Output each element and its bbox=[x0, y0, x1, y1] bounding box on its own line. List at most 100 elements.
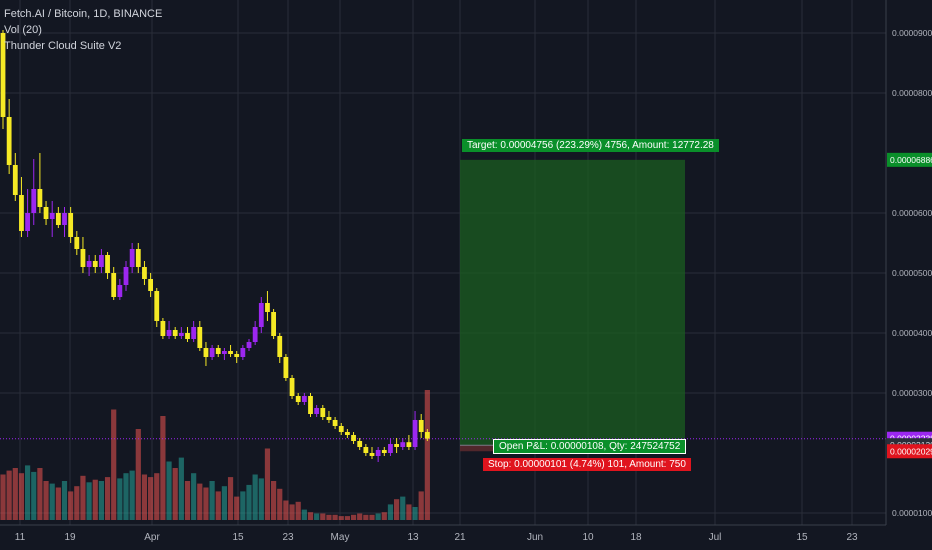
volume-bar bbox=[80, 475, 86, 520]
target-label[interactable]: Target: 0.00004756 (223.29%) 4756, Amoun… bbox=[462, 139, 719, 152]
volume-bar bbox=[55, 487, 61, 520]
volume-bar bbox=[252, 474, 258, 520]
stop-price-tag: 0.00002029 bbox=[890, 446, 932, 456]
volume-bar bbox=[123, 473, 129, 520]
volume-bar bbox=[111, 409, 117, 520]
candle-body bbox=[19, 195, 24, 231]
volume-bar bbox=[381, 512, 387, 520]
candle-body bbox=[0, 33, 6, 117]
candle-body bbox=[412, 420, 418, 447]
volume-bar bbox=[314, 513, 320, 520]
candle-body bbox=[68, 213, 74, 237]
volume-bar bbox=[98, 481, 104, 520]
time-tick-label: 18 bbox=[630, 532, 642, 543]
stop-label[interactable]: Stop: 0.00000101 (4.74%) 101, Amount: 75… bbox=[483, 458, 691, 471]
candle-body bbox=[74, 237, 80, 249]
volume-bar bbox=[184, 481, 191, 520]
volume-bar bbox=[209, 481, 215, 520]
volume-bar bbox=[400, 496, 406, 520]
time-tick-label: Jun bbox=[527, 532, 543, 543]
volume-bar bbox=[320, 513, 326, 520]
candle-body bbox=[123, 267, 129, 285]
chart-legend: Fetch.AI / Bitcoin, 1D, BINANCE Vol (20)… bbox=[4, 6, 162, 54]
volume-bar bbox=[160, 416, 166, 520]
candle-body bbox=[277, 336, 283, 357]
time-axis[interactable]: 11 19 Apr 15 23 May 13 21 Jun 10 18 Jul 15 23 bbox=[0, 524, 886, 550]
volume-bar bbox=[258, 478, 264, 520]
candle-body bbox=[400, 442, 406, 447]
candle-body bbox=[283, 357, 289, 378]
volume-bar bbox=[412, 507, 418, 520]
volume-bar bbox=[18, 473, 25, 520]
candle-body bbox=[172, 330, 178, 336]
volume-bar bbox=[240, 491, 246, 520]
candle-body bbox=[43, 207, 49, 219]
volume-bar bbox=[49, 483, 55, 520]
time-tick-label: 21 bbox=[454, 532, 466, 543]
symbol-title[interactable]: Fetch.AI / Bitcoin, 1D, BINANCE bbox=[4, 8, 163, 20]
candle-body bbox=[55, 213, 61, 225]
candle-body bbox=[49, 213, 55, 219]
time-tick-label: 23 bbox=[846, 532, 858, 543]
candle-body bbox=[129, 249, 135, 267]
time-tick-label: 11 bbox=[15, 532, 26, 543]
time-tick-label: 10 bbox=[582, 532, 594, 543]
volume-bar bbox=[307, 512, 314, 520]
stop-price-tag-bg bbox=[887, 444, 932, 459]
candle-body bbox=[357, 441, 363, 447]
volume-bar bbox=[104, 477, 111, 520]
time-tick-label: 13 bbox=[407, 532, 419, 543]
volume-bar bbox=[178, 457, 184, 520]
volume-bar bbox=[166, 461, 172, 520]
candle-body bbox=[418, 420, 424, 432]
target-price-tag-bg bbox=[887, 152, 932, 167]
volume-bar bbox=[326, 514, 332, 520]
volume-bar bbox=[129, 470, 135, 520]
candle-body bbox=[271, 312, 276, 336]
candle-body bbox=[148, 279, 153, 291]
volume-bar bbox=[215, 491, 221, 520]
candle-body bbox=[215, 348, 221, 354]
volume-bar bbox=[363, 514, 369, 520]
volume-bar bbox=[246, 484, 252, 520]
volume-indicator-label[interactable]: Vol (20) bbox=[4, 24, 42, 36]
volume-bar bbox=[86, 482, 92, 520]
volume-bar bbox=[424, 390, 430, 520]
candle-body bbox=[222, 351, 227, 354]
thunder-cloud-indicator-label[interactable]: Thunder Cloud Suite V2 bbox=[4, 40, 122, 52]
candle-body bbox=[99, 255, 104, 267]
candle-body bbox=[62, 213, 67, 225]
candle-body bbox=[301, 396, 307, 402]
volume-bar bbox=[369, 514, 375, 520]
candle-body bbox=[111, 273, 117, 297]
volume-bar bbox=[141, 474, 148, 520]
candle-body bbox=[252, 327, 258, 342]
time-tick-label: 19 bbox=[64, 532, 76, 543]
open-pnl-label[interactable]: Open P&L: 0.00000108, Qty: 247524752 bbox=[493, 439, 687, 454]
candle-body bbox=[154, 291, 160, 321]
candle-body bbox=[363, 447, 369, 453]
volume-bar bbox=[74, 486, 80, 520]
candle-body bbox=[326, 417, 332, 420]
candle-body bbox=[265, 303, 270, 312]
volume-bar bbox=[37, 468, 43, 520]
volume-bar bbox=[31, 471, 37, 520]
price-axis-bg bbox=[886, 0, 932, 550]
candle-body bbox=[12, 165, 18, 195]
volume-bar bbox=[350, 514, 357, 520]
candle-body bbox=[92, 261, 98, 267]
candle-body bbox=[105, 255, 110, 273]
candle-body bbox=[160, 321, 166, 336]
volume-bar bbox=[43, 481, 49, 520]
candle-body bbox=[320, 408, 326, 417]
candle-body bbox=[191, 327, 197, 339]
volume-bar bbox=[25, 465, 31, 520]
candle-body bbox=[197, 327, 203, 348]
